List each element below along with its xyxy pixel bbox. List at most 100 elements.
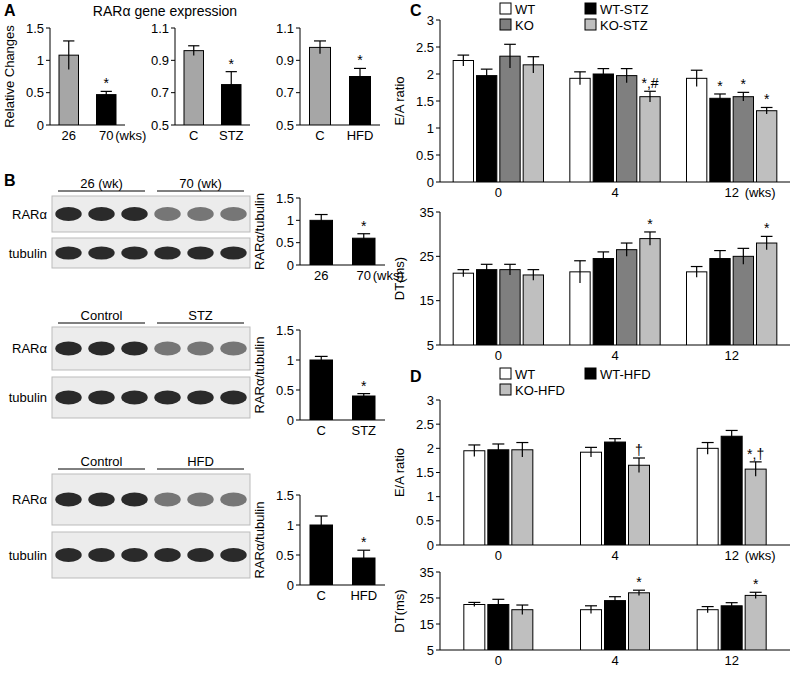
- error-cap: [598, 251, 610, 252]
- error-line: [614, 439, 615, 446]
- y-tick-label: 2.5: [416, 40, 434, 55]
- y-tick: [46, 28, 50, 29]
- error-line: [766, 236, 767, 249]
- error-cap: [504, 264, 516, 265]
- y-tick-label: 1.1: [151, 21, 169, 36]
- error-line: [463, 270, 464, 277]
- error-line: [590, 606, 591, 614]
- x-axis-label: (wks): [745, 185, 776, 200]
- blot-group-line: [58, 323, 145, 324]
- error-line: [321, 356, 322, 363]
- legend-label: KO: [515, 18, 534, 33]
- x-tick-label: HFD: [350, 588, 377, 603]
- error-line: [319, 41, 320, 54]
- error-bar: [516, 443, 528, 458]
- y-tick: [296, 28, 300, 29]
- error-line: [719, 94, 720, 103]
- y-tick-label: 0.5: [416, 513, 434, 528]
- x-tick-label: 4: [611, 653, 618, 668]
- bar: [593, 74, 613, 182]
- blot-band: [121, 391, 147, 405]
- error-bar: [468, 445, 480, 457]
- y-tick: [436, 624, 440, 625]
- y-tick-label: 0.7: [276, 85, 294, 100]
- y-tick-label: 1.1: [276, 21, 294, 36]
- y-axis: [300, 330, 301, 420]
- blot-band: [187, 391, 213, 405]
- y-tick: [46, 92, 50, 93]
- bar: [581, 452, 602, 545]
- y-tick-label: 0.5: [26, 85, 44, 100]
- blot-group-line: [58, 469, 145, 470]
- legend-swatch: [500, 384, 511, 395]
- error-line: [68, 41, 69, 69]
- y-tick: [436, 212, 440, 213]
- error-line: [707, 443, 708, 455]
- significance-label: *,#: [641, 75, 658, 91]
- y-tick: [171, 28, 175, 29]
- error-line: [498, 444, 499, 456]
- x-tick-label: 4: [611, 548, 618, 563]
- blot-band: [187, 548, 213, 562]
- x-axis-label: (wks): [745, 548, 776, 563]
- bar: [721, 436, 742, 545]
- blot-membrane: [52, 377, 250, 418]
- y-tick-label: 5: [427, 338, 434, 353]
- bar: [581, 610, 602, 650]
- y-tick: [436, 155, 440, 156]
- x-tick-label: C: [317, 423, 326, 438]
- y-tick-label: 0: [427, 175, 434, 190]
- error-line: [603, 69, 604, 80]
- plot-area: [59, 41, 116, 125]
- error-line: [193, 46, 194, 56]
- x-tick-label: 0: [495, 548, 502, 563]
- error-line: [743, 92, 744, 101]
- y-tick: [296, 220, 300, 221]
- y-tick-label: 0: [37, 118, 44, 133]
- y-tick: [296, 242, 300, 243]
- panel-label: A: [4, 2, 16, 19]
- y-tick: [296, 125, 300, 126]
- error-bar: [357, 394, 370, 399]
- legend-swatch: [500, 368, 511, 379]
- blot-band: [88, 207, 114, 221]
- error-bar: [226, 72, 237, 98]
- y-tick-label: 0.9: [276, 53, 294, 68]
- chart: 00.511.5RARα/tubulinCHFD*: [252, 488, 385, 604]
- blot-band: [154, 342, 180, 356]
- error-cap: [738, 248, 750, 249]
- error-cap: [574, 71, 586, 72]
- blot-group-label: STZ: [188, 308, 213, 323]
- error-line: [533, 57, 534, 73]
- error-cap: [468, 602, 480, 603]
- error-cap: [516, 604, 528, 605]
- error-line: [719, 251, 720, 267]
- y-tick-label: 0.5: [276, 548, 294, 563]
- blot-band: [121, 246, 147, 259]
- error-bar: [598, 69, 610, 80]
- error-line: [614, 597, 615, 605]
- y-tick: [436, 300, 440, 301]
- error-bar: [492, 599, 504, 609]
- blot-membrane: [52, 327, 250, 370]
- y-axis-label: RARα/tubulin: [252, 337, 267, 414]
- error-line: [755, 462, 756, 477]
- blot-band: [88, 246, 114, 259]
- legend-label: KO-HFD: [515, 383, 565, 398]
- bar: [733, 256, 753, 345]
- blot-band: [154, 493, 180, 507]
- bar: [757, 243, 777, 345]
- bar: [523, 275, 543, 345]
- blot-group-line: [157, 469, 244, 470]
- error-line: [533, 270, 534, 281]
- y-tick-label: 2: [427, 441, 434, 456]
- significance-label: *: [717, 78, 723, 94]
- legend-label: WT-STZ: [600, 2, 648, 17]
- bar: [617, 76, 637, 182]
- bar: [570, 78, 590, 182]
- blot-row-label: RARα: [12, 207, 47, 222]
- error-bar: [458, 55, 470, 66]
- y-tick: [436, 20, 440, 21]
- error-bar: [481, 264, 493, 275]
- blot-band: [121, 207, 147, 221]
